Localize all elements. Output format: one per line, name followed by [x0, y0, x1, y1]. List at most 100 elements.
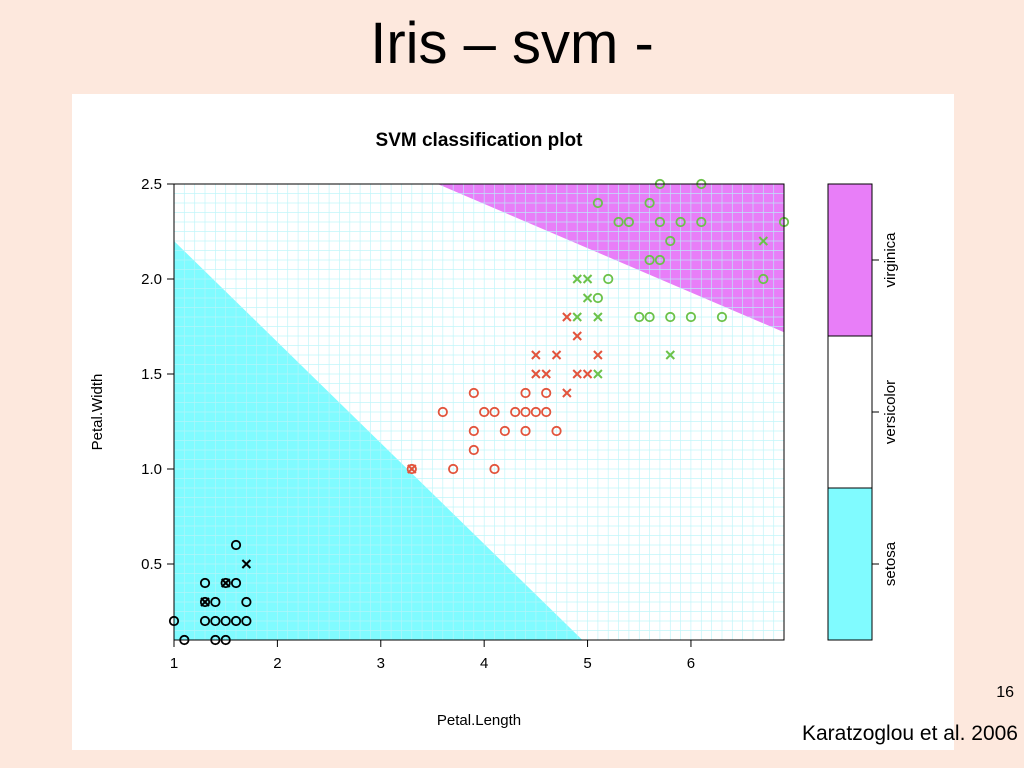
page-number: 16	[996, 684, 1014, 701]
point-virginica	[593, 369, 603, 379]
point-versicolor	[499, 425, 510, 437]
point-versicolor	[541, 387, 552, 399]
class-legend: setosa versicolor virginica	[827, 183, 899, 641]
point-versicolor	[437, 406, 448, 418]
svm-classification-chart: SVM classification plot 1 2 3 4 5 6 0.5 1.0 1.5…	[89, 130, 899, 729]
point-virginica	[634, 311, 645, 323]
point-versicolor	[468, 387, 479, 399]
point-virginica	[603, 273, 614, 285]
point-setosa	[199, 596, 211, 608]
legend-swatch-setosa	[827, 487, 873, 641]
point-setosa	[210, 615, 221, 627]
x-axis: 1 2 3 4 5 6	[170, 640, 695, 672]
point-setosa	[241, 596, 252, 608]
x-tick-label: 5	[583, 655, 591, 672]
point-virginica	[592, 292, 603, 304]
point-setosa	[199, 615, 211, 627]
x-tick-label: 4	[480, 655, 488, 672]
point-versicolor	[520, 406, 531, 418]
x-tick-label: 3	[377, 655, 385, 672]
y-tick-label: 1.5	[141, 366, 162, 383]
legend-label-setosa: setosa	[882, 541, 899, 586]
citation: Karatzoglou et al. 2006	[802, 722, 1018, 745]
point-setosa	[210, 596, 221, 608]
point-versicolor	[562, 312, 572, 322]
y-tick-label: 1.0	[141, 461, 162, 478]
point-versicolor	[489, 463, 500, 475]
point-virginica	[654, 254, 666, 266]
point-setosa	[220, 578, 231, 588]
point-virginica	[758, 273, 769, 285]
point-virginica	[716, 311, 728, 323]
y-tick-label: 2.5	[141, 176, 162, 193]
point-versicolor	[479, 406, 490, 418]
point-versicolor	[531, 350, 541, 360]
point-versicolor	[593, 350, 603, 360]
point-versicolor	[520, 387, 531, 399]
point-virginica	[665, 235, 676, 247]
y-tick-label: 2.0	[141, 271, 162, 288]
x-tick-label: 6	[687, 655, 695, 672]
plot-frame	[173, 183, 785, 641]
point-virginica	[592, 197, 603, 209]
point-versicolor	[448, 463, 459, 475]
point-virginica	[654, 216, 666, 228]
figure-panel: SVM classification plot 1 2 3 4 5 6 0.5 1.0 1.5…	[72, 94, 954, 750]
point-setosa	[220, 577, 231, 589]
point-setosa	[230, 615, 242, 627]
chart-title: SVM classification plot	[376, 130, 584, 151]
legend-label-versicolor: versicolor	[882, 380, 899, 444]
point-virginica	[665, 311, 676, 323]
x-tick-label: 1	[170, 655, 178, 672]
point-virginica	[665, 350, 675, 360]
point-virginica	[644, 197, 655, 209]
point-versicolor	[551, 425, 562, 437]
point-virginica	[582, 274, 593, 284]
point-versicolor	[531, 369, 541, 379]
legend-swatch-virginica	[827, 183, 873, 337]
point-versicolor	[572, 331, 582, 341]
y-axis-label: Petal.Width	[89, 374, 106, 451]
point-versicolor	[406, 463, 417, 475]
point-versicolor	[407, 464, 417, 474]
point-virginica	[758, 236, 769, 246]
point-versicolor	[468, 444, 479, 456]
point-versicolor	[551, 350, 562, 360]
point-versicolor	[520, 425, 531, 437]
point-virginica	[572, 274, 582, 284]
point-virginica	[572, 312, 582, 322]
point-virginica	[582, 293, 593, 303]
point-virginica	[623, 216, 635, 228]
data-points	[168, 178, 790, 646]
point-virginica	[675, 216, 686, 228]
point-versicolor	[468, 425, 479, 437]
x-tick-label: 2	[273, 655, 281, 672]
slide-title: Iris – svm -	[370, 11, 654, 76]
point-setosa	[199, 577, 211, 589]
point-versicolor	[582, 369, 593, 379]
point-versicolor	[541, 369, 551, 379]
point-versicolor	[572, 369, 582, 379]
point-virginica	[644, 254, 655, 266]
point-versicolor	[489, 406, 500, 418]
point-versicolor	[510, 406, 521, 418]
x-axis-label: Petal.Length	[437, 712, 521, 729]
point-virginica	[613, 216, 624, 228]
point-virginica	[593, 312, 603, 322]
point-virginica	[685, 311, 697, 323]
point-setosa	[200, 597, 210, 607]
point-virginica	[644, 311, 655, 323]
point-versicolor	[530, 406, 541, 418]
legend-label-virginica: virginica	[882, 232, 899, 288]
point-setosa	[230, 577, 242, 589]
point-setosa	[230, 539, 242, 551]
point-setosa	[241, 615, 252, 627]
point-virginica	[696, 216, 707, 228]
point-setosa	[220, 615, 231, 627]
point-versicolor	[541, 406, 552, 418]
point-setosa	[241, 559, 252, 569]
y-axis: 0.5 1.0 1.5 2.0 2.5	[141, 176, 174, 573]
legend-swatch-versicolor	[827, 335, 873, 489]
point-versicolor	[562, 388, 572, 398]
y-tick-label: 0.5	[141, 556, 162, 573]
